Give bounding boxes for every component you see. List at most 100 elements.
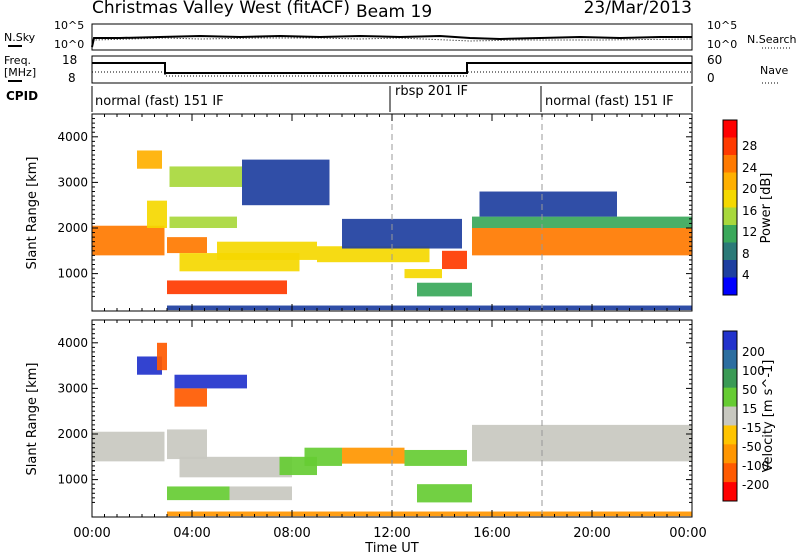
- power-colorbar-swatch-4: [723, 190, 737, 208]
- x-axis-tick-6: 00:00: [669, 526, 706, 541]
- cpid-segment-2: rbsp 201 IF: [395, 84, 468, 99]
- power-echo-region-3: [167, 237, 207, 254]
- date-label: 23/Mar/2013: [584, 0, 692, 18]
- velocity-cbar-tick-3: 15: [742, 402, 757, 416]
- power-echo-region-14: [442, 250, 467, 270]
- noise-sky-label: N.Sky: [4, 31, 36, 44]
- power-y-tick-label-2: 3000: [57, 175, 88, 189]
- velocity-echo-region-9: [342, 447, 405, 464]
- noise-sky-line: [91, 34, 692, 48]
- velocity-echo-region-6: [179, 456, 292, 478]
- power-cbar-tick-1: 24: [742, 161, 757, 175]
- velocity-y-tick-label-1: 2000: [57, 427, 88, 441]
- velocity-cbar-tick-4: -15: [742, 421, 762, 435]
- freq-right-tick-bottom: 0: [707, 71, 715, 85]
- x-axis-tick-5: 20:00: [573, 526, 610, 541]
- power-colorbar-label: Power [dB]: [759, 173, 774, 244]
- velocity-echo-region-15: [167, 511, 692, 517]
- noise-search-line: [91, 37, 693, 48]
- power-cbar-tick-5: 8: [742, 247, 750, 261]
- power-colorbar-frame: [722, 119, 738, 296]
- power-colorbar-swatch-7: [723, 242, 737, 261]
- velocity-colorbar-swatch-7: [723, 463, 737, 483]
- velocity-y-tick-label-0: 1000: [57, 473, 88, 487]
- power-echo-region-7: [217, 241, 317, 260]
- velocity-colorbar-swatch-6: [723, 444, 737, 464]
- power-y-tick-label-1: 2000: [57, 221, 88, 235]
- velocity-panel: 1000 2000 3000 4000 Slant Range [km]: [25, 319, 693, 518]
- velocity-colorbar-swatch-4: [723, 406, 737, 426]
- velocity-colorbar-swatch-0: [723, 331, 737, 351]
- noise-right-tick-top: 10^5: [707, 19, 737, 32]
- freq-left-tick-top: 18: [62, 53, 77, 67]
- power-echo-region-8: [167, 280, 287, 295]
- power-cbar-tick-3: 16: [742, 204, 757, 218]
- velocity-cbar-tick-1: 100: [742, 364, 765, 378]
- power-echo-region-16: [472, 216, 692, 229]
- power-colorbar: 28 24 20 16 12 8 4 Power [dB]: [722, 119, 774, 296]
- power-echo-region-9: [317, 246, 430, 263]
- velocity-colorbar: 200 100 50 15 -15 -50 -100 -200 Velocity…: [722, 330, 776, 502]
- freq-panel-frame: [91, 55, 693, 84]
- power-echo-region-12: [404, 269, 442, 279]
- velocity-echo-region-5: [174, 388, 207, 407]
- velocity-echo-region-13: [417, 484, 472, 503]
- power-cbar-tick-4: 12: [742, 225, 757, 239]
- freq-left-tick-bottom: 8: [68, 71, 76, 85]
- station-title: Christmas Valley West (fitACF): [92, 0, 350, 18]
- noise-right-tick-bottom: 10^0: [707, 38, 737, 51]
- power-echo-region-13: [417, 282, 472, 297]
- power-echo-region-1: [147, 200, 167, 229]
- power-echo-region-18: [167, 305, 692, 311]
- power-echo-region-2: [137, 150, 162, 169]
- velocity-echo-region-3: [167, 429, 207, 460]
- power-colorbar-swatch-8: [723, 260, 737, 278]
- power-colorbar-swatch-1: [723, 137, 737, 156]
- power-cbar-tick-6: 4: [742, 268, 750, 282]
- velocity-echo-region-0: [92, 431, 165, 462]
- power-echo-region-15: [472, 228, 692, 256]
- power-echo-region-11: [342, 218, 462, 249]
- x-axis-tick-0: 00:00: [73, 526, 110, 541]
- noise-search-label: N.Search: [747, 33, 797, 46]
- power-echo-region-17: [479, 191, 617, 217]
- velocity-echo-region-14: [472, 424, 692, 462]
- cpid-segment-3: normal (fast) 151 IF: [545, 94, 674, 109]
- power-colorbar-swatch-3: [723, 172, 737, 191]
- noise-left-tick-bottom: 10^0: [54, 38, 84, 51]
- velocity-cbar-tick-0: 200: [742, 345, 765, 359]
- x-axis-tick-2: 08:00: [273, 526, 310, 541]
- power-colorbar-swatch-9: [723, 277, 737, 296]
- power-y-tick-label-0: 1000: [57, 267, 88, 281]
- x-axis-tick-4: 16:00: [473, 526, 510, 541]
- power-cbar-tick-0: 28: [742, 139, 757, 153]
- nave-line: [92, 71, 692, 77]
- velocity-echo-region-4: [174, 374, 247, 389]
- power-colorbar-swatch-5: [723, 207, 737, 226]
- velocity-echo-region-12: [229, 486, 292, 501]
- freq-label: Freq.: [4, 54, 31, 67]
- cpid-label: CPID: [6, 89, 38, 103]
- x-axis-label: Time UT: [364, 541, 418, 554]
- x-axis-tick-3: 12:00: [373, 526, 410, 541]
- power-colorbar-swatch-6: [723, 225, 737, 243]
- velocity-y-tick-label-3: 4000: [57, 336, 88, 350]
- velocity-echo-region-10: [404, 449, 467, 466]
- velocity-colorbar-frame: [722, 330, 738, 502]
- power-echo-region-4: [169, 216, 237, 229]
- velocity-colorbar-swatch-3: [723, 387, 737, 408]
- cpid-segment-1: normal (fast) 151 IF: [95, 94, 224, 109]
- power-cbar-tick-2: 20: [742, 182, 757, 196]
- power-echo-region-10: [242, 159, 330, 206]
- power-y-tick-label-3: 4000: [57, 130, 88, 144]
- velocity-colorbar-label: Velocity [m s^-1]: [761, 360, 776, 473]
- freq-line: [92, 62, 692, 74]
- power-colorbar-swatch-0: [723, 120, 737, 138]
- velocity-colorbar-swatch-2: [723, 368, 737, 389]
- velocity-cbar-tick-6: -100: [742, 459, 769, 473]
- velocity-cbar-tick-5: -50: [742, 440, 762, 454]
- velocity-echo-region-1: [137, 356, 162, 375]
- velocity-cbar-tick-2: 50: [742, 383, 757, 397]
- freq-right-tick-top: 60: [707, 53, 722, 67]
- freq-unit-label: [MHz]: [4, 66, 36, 79]
